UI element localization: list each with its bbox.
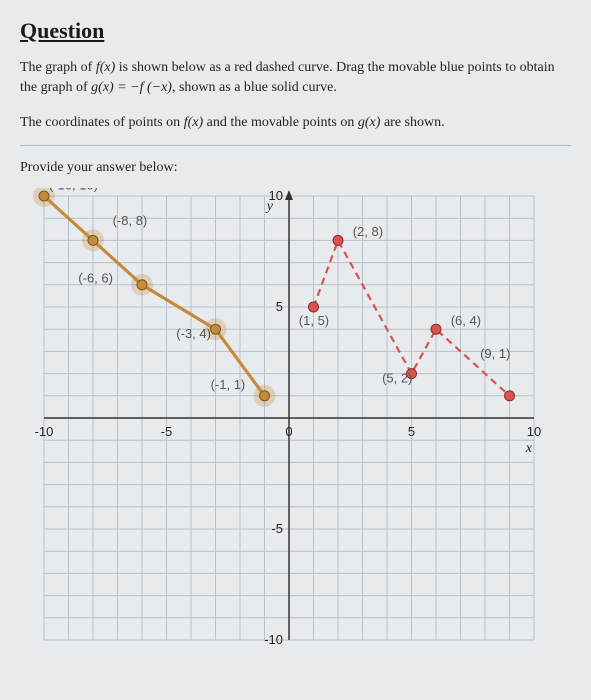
graph-container[interactable]: -10-50510-10-5510yx(-10, 10)(-8, 8)(-6, … bbox=[24, 188, 554, 648]
drag-point-1[interactable] bbox=[88, 235, 98, 245]
drag-point-3[interactable] bbox=[211, 324, 221, 334]
drag-point-label: (-1, 1) bbox=[211, 377, 246, 392]
graph-svg[interactable]: -10-50510-10-5510yx(-10, 10)(-8, 8)(-6, … bbox=[24, 188, 554, 648]
separator bbox=[20, 145, 571, 146]
p2-text-c: are shown. bbox=[380, 115, 444, 130]
fx-point-label: (2, 8) bbox=[353, 224, 383, 239]
fx-point-label: (1, 5) bbox=[299, 313, 329, 328]
svg-text:y: y bbox=[265, 199, 274, 214]
fx-point-label: (5, 2) bbox=[382, 370, 412, 385]
p2-text-a: The coordinates of points on bbox=[20, 115, 184, 130]
drag-point-4[interactable] bbox=[260, 391, 270, 401]
svg-text:5: 5 bbox=[408, 424, 415, 439]
fx-point-1 bbox=[333, 235, 343, 245]
provide-answer-label: Provide your answer below: bbox=[20, 160, 571, 176]
fx-point-label: (9, 1) bbox=[480, 346, 510, 361]
fx-point-0 bbox=[309, 302, 319, 312]
drag-point-label: (-6, 6) bbox=[78, 270, 113, 285]
p2-text-b: and the movable points on bbox=[203, 115, 358, 130]
p1-text-c: , shown as a blue solid curve. bbox=[172, 80, 337, 95]
p2-gx: g(x) bbox=[358, 115, 381, 130]
question-page: Question The graph of f(x) is shown belo… bbox=[0, 0, 591, 700]
drag-point-label: (-3, 4) bbox=[176, 326, 211, 341]
p1-fx: f(x) bbox=[96, 60, 115, 75]
fx-point-4 bbox=[505, 391, 515, 401]
p2-fx: f(x) bbox=[184, 115, 203, 130]
question-paragraph-1: The graph of f(x) is shown below as a re… bbox=[20, 58, 571, 99]
svg-text:0: 0 bbox=[285, 424, 292, 439]
drag-point-0[interactable] bbox=[39, 191, 49, 201]
svg-text:-5: -5 bbox=[161, 424, 173, 439]
question-heading: Question bbox=[20, 18, 571, 44]
svg-text:5: 5 bbox=[276, 299, 283, 314]
p1-text-a: The graph of bbox=[20, 60, 96, 75]
p1-gx: g(x) = −f (−x) bbox=[91, 80, 172, 95]
svg-text:10: 10 bbox=[527, 424, 541, 439]
question-paragraph-2: The coordinates of points on f(x) and th… bbox=[20, 113, 571, 133]
gx-curve bbox=[44, 196, 265, 396]
drag-point-label: (-8, 8) bbox=[113, 213, 148, 228]
svg-text:x: x bbox=[525, 441, 533, 456]
drag-point-2[interactable] bbox=[137, 280, 147, 290]
fx-point-3 bbox=[431, 324, 441, 334]
svg-text:-10: -10 bbox=[264, 632, 283, 647]
drag-point-label: (-10, 10) bbox=[49, 188, 98, 192]
fx-point-label: (6, 4) bbox=[451, 313, 481, 328]
svg-text:-10: -10 bbox=[35, 424, 54, 439]
svg-text:-5: -5 bbox=[271, 521, 283, 536]
